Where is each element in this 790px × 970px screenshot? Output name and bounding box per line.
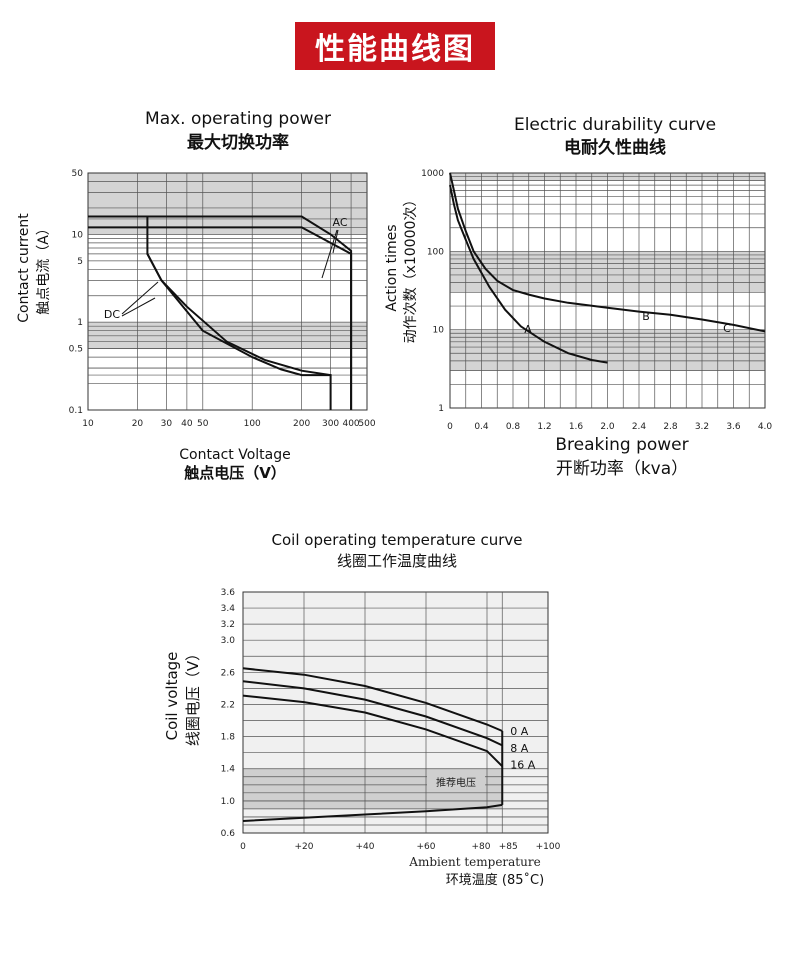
chart1-y-tick: 5 <box>77 257 83 267</box>
chart1-x-tick: 100 <box>244 419 261 429</box>
chart2-y-label: Action times <box>384 224 400 311</box>
chart2-x-tick: 0 <box>447 422 453 432</box>
chart2-x-tick: 3.6 <box>726 422 741 432</box>
chart3-series-label: 8 A <box>510 742 528 755</box>
chart1-title: Max. operating power <box>145 109 331 129</box>
chart3-x-label: Ambient temperature <box>408 855 540 869</box>
chart3-y-tick: 1.8 <box>221 733 236 743</box>
chart1-y-label-cn: 触点电流（A） <box>36 221 52 315</box>
chart1-leader <box>332 229 339 254</box>
chart1-x-tick: 50 <box>197 419 209 429</box>
chart3-y-tick: 3.4 <box>221 604 236 614</box>
chart3-x-tick: +85 <box>499 842 518 852</box>
chart3-annotation-recommended: 推荐电压 <box>436 776 476 789</box>
chart1-x-tick: 10 <box>82 419 94 429</box>
chart3-y-tick: 1.0 <box>221 797 236 807</box>
chart1-leader <box>121 297 156 317</box>
chart1-series-dc <box>146 216 332 410</box>
chart2-x-tick: 1.6 <box>569 422 584 432</box>
chart3-y-tick: 3.0 <box>221 636 236 646</box>
chart1-x-tick: 200 <box>293 419 310 429</box>
chart3-series-label: 16 A <box>510 759 535 772</box>
chart2-title: Electric durability curve <box>514 115 716 135</box>
chart1-x-label: Contact Voltage <box>179 447 290 463</box>
chart2-annotation-c: C <box>723 322 731 335</box>
chart1-series-ac <box>88 226 353 410</box>
chart3-annotation-bg <box>427 775 485 790</box>
chart2-x-label: Breaking power <box>555 435 688 455</box>
chart1-x-tick: 300 <box>322 419 339 429</box>
chart3-x-tick: +20 <box>295 842 314 852</box>
chart1-x-tick: 400 <box>342 419 359 429</box>
chart1-leader <box>321 229 338 279</box>
chart3-series-8a <box>242 680 503 747</box>
chart3-series-min <box>242 803 503 822</box>
chart1-y-label: Contact current <box>16 213 32 323</box>
chart3-y-tick: 2.6 <box>221 668 236 678</box>
chart1-x-tick: 40 <box>181 419 193 429</box>
chart3-y-tick: 3.2 <box>221 620 235 630</box>
chart3-x-tick: +40 <box>356 842 375 852</box>
chart2-series-c <box>638 310 766 333</box>
chart1-subtitle: 最大切换功率 <box>187 132 289 153</box>
chart2-annotation-b: B <box>642 310 650 323</box>
chart2-y-tick: 1000 <box>421 169 444 179</box>
chart1-x-tick: 30 <box>161 419 173 429</box>
chart3-x-tick: +60 <box>417 842 436 852</box>
chart3-subtitle: 线圈工作温度曲线 <box>337 552 457 570</box>
chart2-x-label-cn: 开断功率（kva） <box>556 459 688 479</box>
chart3-x-label-cn: 环境温度 (85˚C) <box>446 872 544 888</box>
chart3-series-label: 0 A <box>510 725 528 738</box>
chart3-y-tick: 0.6 <box>221 829 236 839</box>
chart2-x-tick: 0.4 <box>474 422 489 432</box>
chart3-x-tick: +100 <box>536 842 561 852</box>
chart3-title: Coil operating temperature curve <box>272 531 523 549</box>
chart2-x-tick: 4.0 <box>758 422 773 432</box>
chart3-y-tick: 1.4 <box>221 765 236 775</box>
chart1-x-tick: 20 <box>132 419 144 429</box>
chart1-y-tick: 10 <box>72 230 84 240</box>
chart1-series-dc <box>146 253 331 377</box>
chart1-x-label-cn: 触点电压（V） <box>184 464 286 482</box>
chart2-series-b <box>449 172 640 313</box>
chart3-y-tick: 3.6 <box>221 588 236 598</box>
chart2-y-tick: 10 <box>433 326 445 336</box>
chart2-x-tick: 3.2 <box>695 422 709 432</box>
chart2-y-tick: 1 <box>438 404 444 414</box>
chart1-x-tick: 500 <box>358 419 375 429</box>
chart1-band <box>88 173 367 235</box>
chart2-x-tick: 0.8 <box>506 422 521 432</box>
chart1-y-tick: 0.5 <box>69 345 83 355</box>
chart1-annotation-ac: AC <box>332 216 347 229</box>
chart3-y-label-cn: 线圈电压（V） <box>184 646 202 746</box>
chart2-annotation-a: A <box>524 323 532 336</box>
chart3-x-tick: +80 <box>472 842 491 852</box>
chart2-series-a <box>449 184 608 364</box>
page-banner-title: 性能曲线图 <box>295 22 495 70</box>
chart2-x-tick: 1.2 <box>537 422 551 432</box>
chart2-x-tick: 2.8 <box>663 422 678 432</box>
chart2-x-tick: 2.0 <box>600 422 615 432</box>
chart1-y-tick: 0.1 <box>69 406 83 416</box>
chart3-series-0a <box>242 667 503 732</box>
chart3-frame <box>242 591 549 834</box>
chart2-x-tick: 2.4 <box>632 422 647 432</box>
chart1-leader <box>121 281 159 315</box>
chart2-subtitle: 电耐久性曲线 <box>564 137 666 158</box>
chart1-y-tick: 1 <box>77 318 83 328</box>
chart2-y-tick: 100 <box>427 247 444 257</box>
chart1-frame <box>87 172 368 411</box>
chart1-y-tick: 50 <box>72 169 84 179</box>
chart3-x-tick: 0 <box>240 842 246 852</box>
chart3-series-16a <box>242 694 504 768</box>
chart3-y-tick: 2.2 <box>221 700 235 710</box>
chart2-y-label-cn: 动作次数（x10000次） <box>403 193 419 344</box>
chart1-annotation-dc: DC <box>104 308 120 321</box>
chart3-y-label: Coil voltage <box>163 652 181 741</box>
